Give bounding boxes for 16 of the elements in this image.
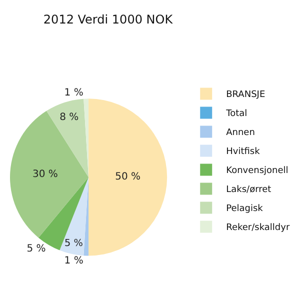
data-label: 50 %	[115, 172, 141, 183]
legend-label: BRANSJE	[226, 90, 266, 100]
legend-label: Total	[225, 109, 248, 120]
legend-label: Annen	[226, 128, 255, 138]
data-label: 8 %	[60, 112, 79, 123]
legend-label: Pelagisk	[226, 204, 264, 214]
legend-label: Konvensjonell	[226, 166, 288, 176]
data-label: 1 %	[64, 88, 84, 99]
data-label: 30 %	[32, 168, 58, 180]
data-label: 5 %	[64, 238, 83, 249]
legend-label: Reker/skalldyr	[226, 223, 290, 234]
legend-label: Hvitfisk	[226, 147, 261, 158]
legend-label: Laks/ørret	[226, 185, 272, 196]
data-label: 1 %	[64, 256, 84, 267]
chart-title: 2012 Verdi 1000 NOK	[43, 12, 174, 26]
data-label: 5 %	[26, 243, 46, 254]
